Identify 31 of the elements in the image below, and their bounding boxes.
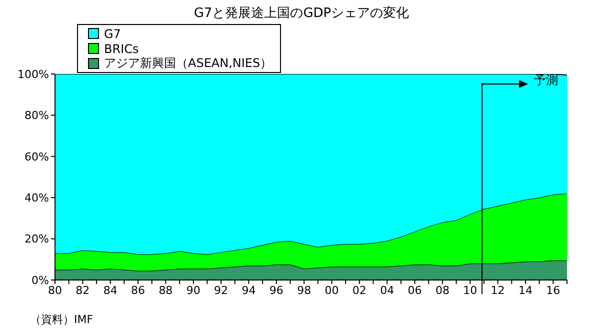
x-tick-label: 06 xyxy=(408,284,422,297)
legend-label: アジア新興国（ASEAN,NIES） xyxy=(104,55,272,72)
x-tick-label: 02 xyxy=(352,284,366,297)
x-tick-label: 94 xyxy=(242,284,256,297)
x-tick-label: 98 xyxy=(297,284,312,297)
x-tick-label: 00 xyxy=(324,284,339,297)
x-tick-label: 92 xyxy=(214,284,228,297)
y-tick-label: 0% xyxy=(32,274,49,287)
x-tick-label: 96 xyxy=(269,284,284,297)
x-tick-label: 88 xyxy=(158,284,173,297)
y-tick-label: 60% xyxy=(24,150,49,164)
x-tick-label: 80 xyxy=(48,284,62,297)
x-tick-label: 86 xyxy=(131,284,146,297)
x-tick-label: 08 xyxy=(435,284,450,297)
x-tick-label: 84 xyxy=(103,284,118,297)
x-tick-label: 10 xyxy=(463,284,478,297)
x-tick-label: 04 xyxy=(380,284,394,297)
text: （資料）IMF xyxy=(30,312,94,327)
x-tick-label: 90 xyxy=(186,284,200,297)
x-tick-label: 82 xyxy=(76,284,90,297)
y-tick-label: 20% xyxy=(24,232,49,246)
legend-label: BRICs xyxy=(104,42,139,56)
legend-label: G7 xyxy=(104,26,121,40)
annotation: 予測 xyxy=(534,72,558,89)
x-tick-label: 16 xyxy=(546,284,560,297)
y-tick-label: 100% xyxy=(18,68,49,81)
x-tick-label: 12 xyxy=(490,284,505,297)
y-tick-label: 80% xyxy=(24,109,49,122)
y-tick-label: 40% xyxy=(24,192,49,205)
chart-title: G7と発展途上国のGDPシェアの変化 xyxy=(192,5,410,22)
x-tick-label: 14 xyxy=(518,284,532,297)
